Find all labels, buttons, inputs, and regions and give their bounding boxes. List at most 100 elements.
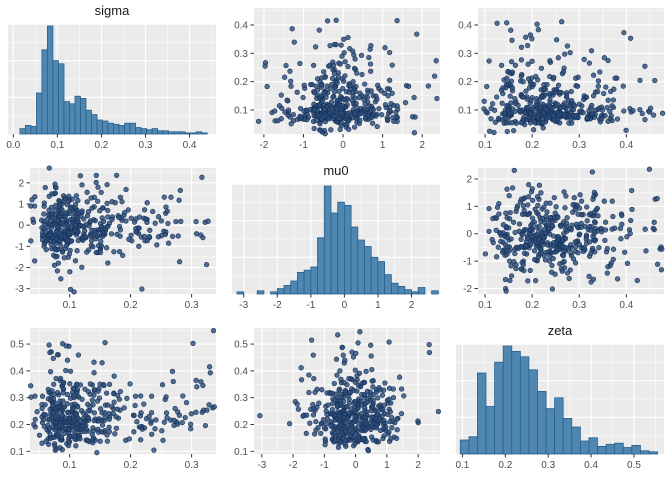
panel-canvas: 0.1 0.2 0.3 0.4 -2 -1 0 1 2 — [463, 166, 665, 311]
x-tick-label: -3 — [257, 460, 266, 471]
y-tick-label: 0.2 — [458, 77, 472, 88]
y-tick-label: 2 — [18, 178, 24, 189]
x-axis: 0.1 0.2 0.3 0.4 0.5 — [455, 454, 641, 471]
panel-canvas: -2 -1 0 1 2 0.1 0.2 0.3 0.4 — [234, 8, 440, 151]
x-axis: -3 -2 -1 0 1 2 — [257, 454, 421, 471]
x-tick-label: 0 — [340, 140, 346, 151]
panel-canvas: -3 -2 -1 0 1 2 — [232, 183, 440, 311]
x-tick-label: 0 — [342, 300, 348, 311]
y-tick-label: 0.1 — [234, 447, 248, 458]
x-tick-label: 0.3 — [139, 140, 153, 151]
panel-scatter-mu0-zeta: -3 -2 -1 0 1 2 0.1 0.2 0.3 0.4 0.5 — [224, 320, 448, 480]
x-tick-label: -1 — [320, 460, 329, 471]
panel-canvas: 0.1 0.2 0.3 0.4 0.1 0.2 0.3 0.4 — [458, 8, 666, 151]
y-tick-label: 1 — [18, 200, 24, 211]
x-tick-label: 0.2 — [525, 140, 539, 151]
x-tick-label: -1 — [299, 140, 308, 151]
y-tick-label: 0.4 — [234, 366, 248, 377]
x-tick-label: 0 — [353, 460, 359, 471]
x-tick-label: 0.1 — [63, 460, 77, 471]
panel-histogram-sigma: sigma 0.0 0.1 0.2 0.3 0.4 — [0, 0, 224, 160]
x-axis: 0.1 0.2 0.3 0.4 — [478, 294, 634, 311]
y-tick-label: -3 — [15, 284, 24, 295]
x-tick-label: 0.1 — [478, 140, 492, 151]
panel-scatter-sigma-zeta: 0.1 0.2 0.3 0.1 0.2 0.3 0.4 0.5 — [0, 320, 224, 480]
y-tick-label: -2 — [463, 284, 472, 295]
x-tick-label: -3 — [239, 300, 248, 311]
y-tick-label: 0.3 — [458, 49, 472, 60]
y-axis: -3 -2 -1 0 1 2 — [15, 178, 30, 295]
x-tick-label: -1 — [306, 300, 315, 311]
x-tick-label: 2 — [419, 140, 425, 151]
x-tick-label: 0.4 — [584, 460, 598, 471]
scatter-points — [481, 19, 666, 136]
panel-scatter-zeta-mu0: 0.1 0.2 0.3 0.4 -2 -1 0 1 2 — [448, 160, 672, 320]
x-tick-label: 2 — [409, 300, 415, 311]
x-tick-label: 0.2 — [498, 460, 512, 471]
histogram-bars — [19, 25, 208, 135]
histogram-bars — [236, 185, 439, 295]
scatter-points — [257, 329, 442, 454]
x-tick-label: 0.3 — [572, 300, 586, 311]
y-tick-label: 0.1 — [10, 447, 24, 458]
x-tick-label: -2 — [259, 140, 268, 151]
y-axis: 0.1 0.2 0.3 0.4 — [234, 20, 254, 116]
x-axis: 0.1 0.2 0.3 — [63, 294, 199, 311]
y-tick-label: 0.2 — [10, 420, 24, 431]
y-tick-label: 0.3 — [234, 49, 248, 60]
y-axis: 0.1 0.2 0.3 0.4 0.5 — [10, 340, 30, 458]
y-axis: -2 -1 0 1 2 — [463, 174, 478, 295]
x-tick-label: -2 — [289, 460, 298, 471]
scatter-points — [255, 17, 440, 137]
x-tick-label: 0.2 — [124, 300, 138, 311]
x-tick-label: 0.0 — [6, 140, 20, 151]
y-tick-label: 1 — [466, 202, 472, 213]
x-tick-label: 0.4 — [183, 140, 197, 151]
panel-canvas: -3 -2 -1 0 1 2 0.1 0.2 0.3 0.4 0.5 — [234, 328, 442, 471]
x-tick-label: 1 — [380, 140, 386, 151]
x-tick-label: 0.3 — [185, 460, 199, 471]
x-tick-label: 0.4 — [619, 140, 633, 151]
y-tick-label: 0.4 — [10, 366, 24, 377]
y-axis: 0.1 0.2 0.3 0.4 — [458, 20, 478, 116]
panel-canvas: 0.0 0.1 0.2 0.3 0.4 — [6, 23, 216, 151]
panel-scatter-mu0-sigma: -2 -1 0 1 2 0.1 0.2 0.3 0.4 — [224, 0, 448, 160]
x-tick-label: 0.5 — [627, 460, 641, 471]
x-tick-label: 0.3 — [541, 460, 555, 471]
panel-histogram-mu0: mu0 -3 -2 -1 0 1 2 — [224, 160, 448, 320]
y-tick-label: -1 — [463, 257, 472, 268]
x-tick-label: 0.3 — [185, 300, 199, 311]
y-tick-label: 0.4 — [234, 20, 248, 31]
x-tick-label: 1 — [384, 460, 390, 471]
y-tick-label: 0.1 — [234, 105, 248, 116]
panel-canvas: 0.1 0.2 0.3 -3 -2 -1 0 1 2 — [15, 165, 216, 311]
panel-scatter-zeta-sigma: 0.1 0.2 0.3 0.4 0.1 0.2 0.3 0.4 — [448, 0, 672, 160]
panel-canvas: 0.1 0.2 0.3 0.1 0.2 0.3 0.4 0.5 — [10, 327, 217, 471]
y-tick-label: 0.3 — [10, 393, 24, 404]
scatter-points — [482, 166, 665, 294]
histogram-bars — [459, 345, 658, 455]
x-axis: 0.1 0.2 0.3 — [63, 454, 199, 471]
gridlines-major — [8, 23, 216, 134]
x-axis: 0.1 0.2 0.3 0.4 — [478, 134, 634, 151]
gridlines-major — [478, 168, 664, 294]
x-tick-label: 0.4 — [619, 300, 633, 311]
scatter-points — [28, 327, 217, 456]
panel-scatter-sigma-mu0: 0.1 0.2 0.3 -3 -2 -1 0 1 2 — [0, 160, 224, 320]
y-tick-label: -2 — [15, 263, 24, 274]
y-tick-label: 0.2 — [234, 77, 248, 88]
y-tick-label: 0.3 — [234, 393, 248, 404]
panel-canvas: 0.1 0.2 0.3 0.4 0.5 — [455, 343, 664, 471]
y-tick-label: 0.5 — [234, 340, 248, 351]
y-tick-label: 0.5 — [10, 340, 24, 351]
x-tick-label: 0.2 — [94, 140, 108, 151]
x-axis: -2 -1 0 1 2 — [259, 134, 425, 151]
x-tick-label: 0.3 — [572, 140, 586, 151]
x-axis: 0.0 0.1 0.2 0.3 0.4 — [6, 134, 197, 151]
y-tick-label: -1 — [15, 242, 24, 253]
x-tick-label: 0.1 — [455, 460, 469, 471]
y-tick-label: 0.2 — [234, 420, 248, 431]
x-tick-label: 0.2 — [525, 300, 539, 311]
y-axis: 0.1 0.2 0.3 0.4 0.5 — [234, 340, 254, 458]
